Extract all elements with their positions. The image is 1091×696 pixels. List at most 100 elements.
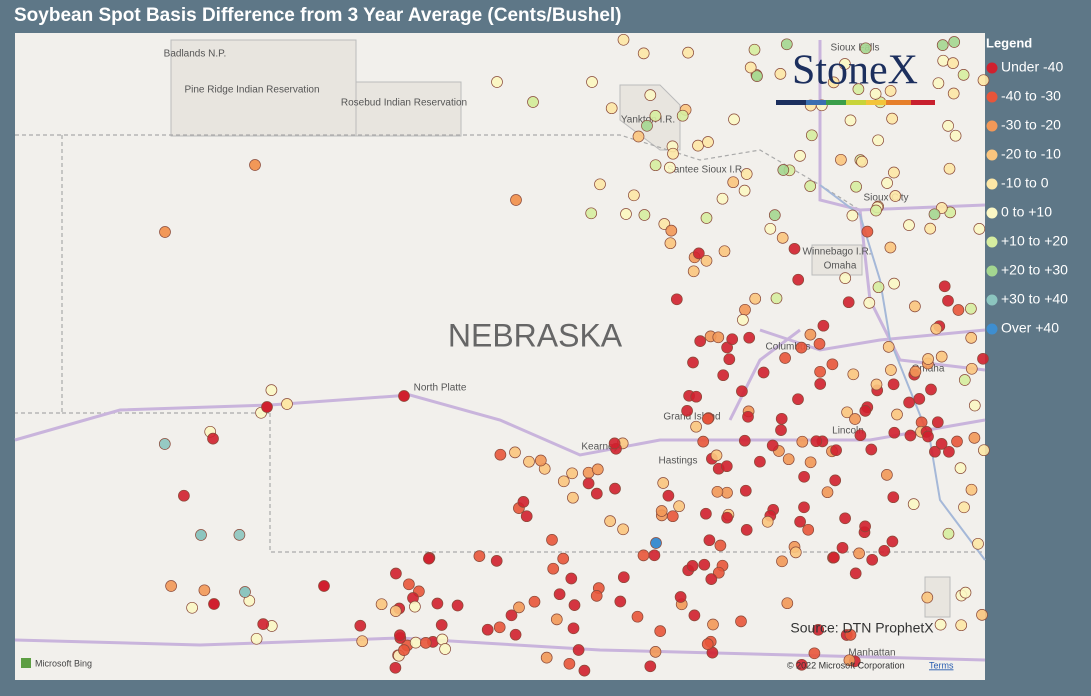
location-dot bbox=[977, 74, 990, 87]
location-dot bbox=[674, 591, 687, 603]
location-dot bbox=[617, 523, 629, 536]
location-dot bbox=[665, 224, 678, 237]
location-dot bbox=[527, 96, 539, 108]
location-dot bbox=[490, 555, 503, 567]
location-dot bbox=[736, 385, 748, 398]
location-dot bbox=[846, 209, 859, 222]
location-dot bbox=[638, 209, 651, 221]
location-dot bbox=[720, 460, 733, 473]
location-dot bbox=[972, 537, 984, 550]
location-dot bbox=[563, 657, 576, 670]
location-dot bbox=[697, 435, 710, 448]
location-dot bbox=[637, 47, 650, 60]
location-dot bbox=[431, 597, 444, 610]
location-dot bbox=[909, 365, 922, 378]
map-label: Winnebago I.R. bbox=[803, 247, 872, 258]
legend-swatch bbox=[986, 178, 998, 190]
location-dot bbox=[794, 150, 806, 162]
location-dot bbox=[233, 529, 246, 541]
legend-label: Over +40 bbox=[1001, 320, 1059, 336]
location-dot bbox=[394, 629, 406, 642]
location-dot bbox=[195, 529, 207, 541]
location-dot bbox=[952, 304, 965, 316]
location-dot bbox=[885, 364, 897, 376]
map-label: Badlands N.P. bbox=[164, 49, 227, 60]
location-dot bbox=[776, 232, 789, 244]
location-dot bbox=[673, 500, 685, 513]
location-dot bbox=[866, 553, 879, 566]
reservation-area bbox=[170, 39, 357, 137]
location-dot bbox=[775, 424, 787, 436]
location-dot bbox=[717, 369, 730, 382]
location-dot bbox=[632, 130, 645, 143]
map-label: North Platte bbox=[414, 383, 467, 394]
location-dot bbox=[435, 619, 448, 631]
location-dot bbox=[628, 189, 640, 202]
location-dot bbox=[662, 489, 675, 502]
location-dot bbox=[958, 501, 970, 514]
location-dot bbox=[439, 643, 451, 655]
location-dot bbox=[261, 401, 273, 413]
location-dot bbox=[481, 623, 494, 636]
location-dot bbox=[882, 341, 895, 353]
location-dot bbox=[913, 393, 926, 405]
location-dot bbox=[782, 453, 795, 466]
location-dot bbox=[510, 194, 522, 206]
reservation-area bbox=[924, 576, 951, 618]
terms-link[interactable]: Terms bbox=[929, 660, 954, 670]
reservation-area bbox=[811, 244, 863, 276]
location-dot bbox=[648, 549, 661, 562]
location-dot bbox=[965, 332, 978, 344]
location-dot bbox=[794, 515, 806, 528]
location-dot bbox=[810, 435, 823, 448]
location-dot bbox=[881, 469, 893, 481]
location-dot bbox=[947, 57, 959, 69]
map-background bbox=[15, 33, 985, 680]
location-dot bbox=[738, 434, 751, 447]
location-dot bbox=[757, 366, 770, 379]
location-dot bbox=[798, 501, 810, 514]
location-dot bbox=[947, 87, 960, 100]
location-dot bbox=[703, 534, 716, 547]
location-dot bbox=[354, 619, 367, 632]
location-dot bbox=[494, 448, 507, 461]
location-dot bbox=[208, 598, 220, 610]
location-dot bbox=[881, 177, 893, 189]
location-dot bbox=[861, 225, 874, 238]
location-dot bbox=[389, 605, 402, 617]
legend-swatch bbox=[986, 207, 998, 219]
location-dot bbox=[878, 544, 891, 557]
location-dot bbox=[859, 520, 871, 533]
location-dot bbox=[509, 628, 522, 641]
location-dot bbox=[707, 618, 719, 631]
location-dot bbox=[770, 292, 783, 305]
location-dot bbox=[804, 180, 817, 192]
location-dot bbox=[701, 638, 714, 650]
location-dot bbox=[844, 114, 857, 127]
location-dot bbox=[968, 432, 981, 444]
location-dot bbox=[813, 338, 826, 350]
location-dot bbox=[888, 426, 901, 439]
location-dot bbox=[207, 432, 219, 445]
location-dot bbox=[766, 439, 779, 452]
location-dot bbox=[540, 651, 553, 664]
river bbox=[819, 184, 986, 561]
location-dot bbox=[936, 39, 949, 51]
location-dot bbox=[688, 609, 701, 622]
location-dot bbox=[667, 147, 679, 160]
location-dot bbox=[761, 515, 774, 528]
location-dot bbox=[904, 429, 917, 442]
map-label: Lincoln bbox=[832, 426, 864, 437]
location-dot bbox=[959, 586, 972, 599]
location-dot bbox=[257, 618, 270, 630]
location-dot bbox=[591, 463, 604, 476]
location-dot bbox=[239, 586, 251, 598]
map-label: Hastings bbox=[659, 456, 698, 467]
location-dot bbox=[751, 70, 763, 82]
location-dot bbox=[888, 166, 900, 179]
location-dot bbox=[198, 584, 211, 597]
location-dot bbox=[951, 435, 963, 448]
location-dot bbox=[779, 352, 791, 364]
logo-stripe bbox=[776, 100, 935, 105]
location-dot bbox=[686, 560, 699, 572]
